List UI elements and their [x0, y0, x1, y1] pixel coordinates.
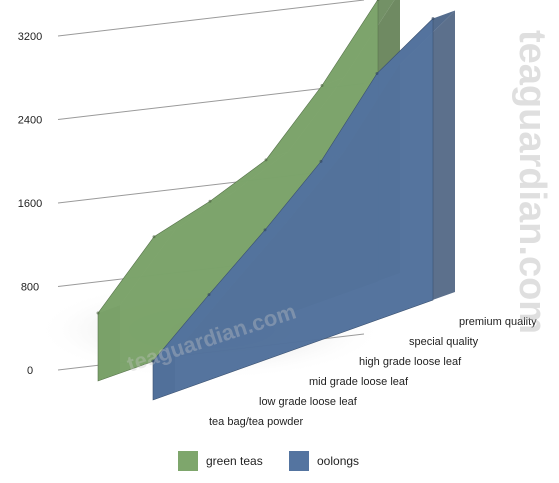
data-point	[96, 311, 100, 315]
data-point	[152, 235, 156, 239]
legend-swatch-oolongs	[289, 451, 309, 471]
watermark: teaguardian.com	[511, 30, 553, 334]
data-point	[320, 84, 324, 88]
data-point	[376, 0, 380, 2]
y-axis: 3200 2400 1600 800 0	[18, 31, 42, 377]
data-point	[319, 159, 323, 163]
y-tick-label: 3200	[18, 31, 42, 43]
x-axis: tea bag/tea powder low grade loose leaf mi…	[209, 316, 537, 428]
data-point	[263, 228, 267, 232]
x-tick-label: high grade loose leaf	[359, 356, 462, 368]
y-tick-label: 2400	[18, 115, 42, 127]
series-group	[96, 0, 455, 401]
data-point	[151, 359, 155, 363]
data-point	[264, 158, 268, 162]
data-point	[208, 199, 212, 203]
y-tick-label: 0	[27, 365, 33, 377]
y-tick-label: 800	[21, 282, 39, 294]
x-tick-label: low grade loose leaf	[259, 396, 358, 408]
legend-item: green teas	[178, 451, 263, 471]
x-tick-label: mid grade loose leaf	[309, 376, 409, 388]
data-point	[431, 17, 435, 21]
gridline	[57, 0, 365, 37]
data-point	[375, 71, 379, 75]
gridline	[57, 83, 365, 120]
y-tick-label: 1600	[18, 198, 42, 210]
x-tick-label: tea bag/tea powder	[209, 416, 304, 428]
legend-item: oolongs	[289, 451, 359, 471]
data-point	[207, 293, 211, 297]
legend-swatch-green-teas	[178, 451, 198, 471]
series-oolongs	[151, 10, 455, 401]
legend-label: oolongs	[317, 454, 360, 468]
x-tick-label: premium quality	[459, 316, 537, 328]
legend-label: green teas	[206, 454, 263, 468]
x-tick-label: special quality	[409, 336, 479, 348]
